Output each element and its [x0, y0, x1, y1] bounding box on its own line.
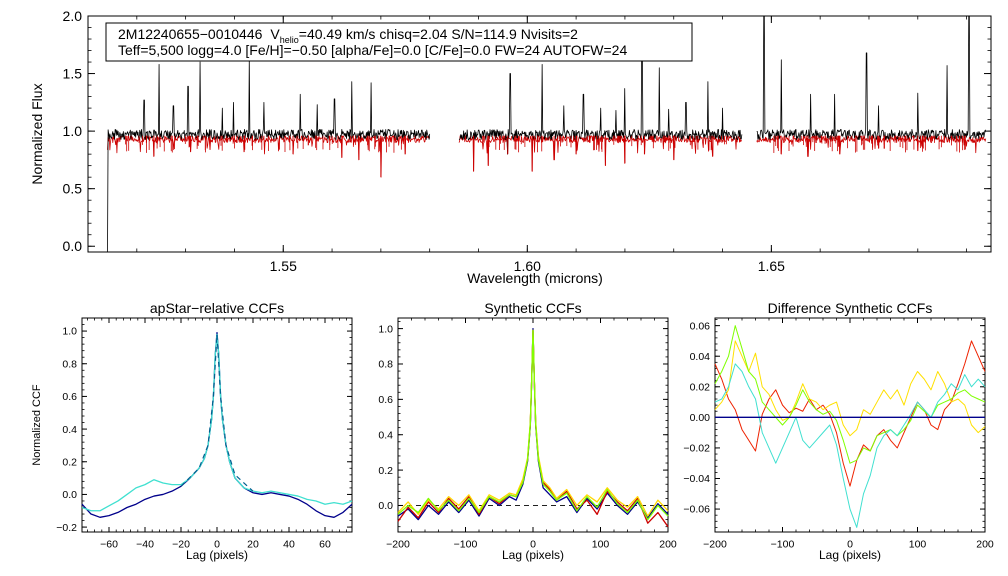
spectrum-x-label: Wavelength (microns): [467, 270, 603, 286]
y-tick-label: −0.04: [683, 473, 710, 485]
y-tick-label: 0.8: [62, 358, 77, 370]
apstar-ccf-ticks: −60 −40 −20 0 20 40 60 −0.2 0.0 0.2 0.4 0.6 0.8 1.0: [56, 318, 352, 551]
y-tick-label: 0.2: [378, 465, 393, 477]
x-tick-label: 1.65: [758, 258, 785, 274]
y-tick-label: −0.06: [683, 504, 710, 516]
x-tick-label: 1.55: [270, 258, 297, 274]
x-tick-label: 200: [659, 539, 677, 551]
annotation-star-id: 2M12240655−0010446: [118, 26, 263, 42]
y-tick-label: 0.02: [690, 381, 711, 393]
annotation-v-label: V: [270, 26, 280, 42]
y-tick-label: 0.6: [62, 391, 77, 403]
y-tick-label: 0.00: [690, 412, 711, 424]
y-tick-label: 0.4: [62, 424, 77, 436]
y-tick-label: 1.0: [63, 123, 83, 139]
annotation-line-1: 2M12240655−0010446 Vhelio=40.49 km/s chis…: [118, 26, 578, 45]
difference-series-visit-4: [714, 363, 986, 528]
synthetic-ccf-ticks: −200 −100 0 100 200 0.0 0.2 0.4 0.6 0.8 1.0: [378, 318, 677, 551]
difference-ccf-series: [714, 325, 986, 528]
difference-series-visit-3: [714, 325, 986, 464]
spectrum-panel: 1.55 1.60 1.65 0.0 0.5 1.0 1.5 2.0 Wavelength (…: [29, 8, 992, 286]
y-tick-label: 0.06: [690, 320, 711, 332]
synthetic-ccf-x-label: Lag (pixels): [502, 548, 564, 562]
y-tick-label: −0.02: [683, 443, 710, 455]
y-tick-label: 0.5: [63, 181, 83, 197]
difference-ccf-title: Difference Synthetic CCFs: [768, 300, 933, 316]
difference-ccf-ticks: −200 −100 0 100 200 −0.06 −0.04 −0.02 0.00 0.02 0.…: [683, 318, 994, 551]
y-tick-label: 2.0: [63, 8, 83, 24]
observed-spectrum-chip-2: [458, 40, 743, 155]
spectrum-plot-area: 1.55 1.60 1.65 0.0 0.5 1.0 1.5 2.0: [63, 8, 992, 274]
difference-series-visit-1: [714, 340, 986, 487]
synthetic-ccf-series: [397, 327, 669, 528]
x-tick-label: 0: [530, 539, 536, 551]
apstar-ccf-title: apStar−relative CCFs: [150, 300, 284, 316]
synthetic-spectrum-chip-2: [458, 135, 743, 172]
apstar-ccf-panel: apStar−relative CCFs −60 −40 −20 0 20 40 60 −0.…: [31, 300, 353, 562]
y-tick-label: 0.0: [62, 489, 77, 501]
y-tick-label: 0.6: [378, 394, 393, 406]
apstar-ccf-y-label: Normalized CCF: [31, 384, 43, 466]
ccf-series-visit-1: [81, 332, 353, 518]
ccf-series-visit-2: [81, 333, 353, 512]
x-tick-label: 60: [319, 539, 331, 551]
spectrum-annotation-box: 2M12240655−0010446 Vhelio=40.49 km/s chis…: [105, 22, 693, 62]
annotation-v-subscript: helio: [280, 35, 299, 45]
y-tick-label: 1.5: [63, 65, 83, 81]
ccf-series-combined: [397, 327, 669, 521]
x-tick-label: −100: [771, 539, 795, 551]
x-tick-label: 100: [592, 539, 610, 551]
y-tick-label: 1.0: [62, 326, 77, 338]
x-tick-label: 100: [909, 539, 927, 551]
y-tick-label: 1.0: [378, 323, 393, 335]
spectrum-ticks: 1.55 1.60 1.65 0.0 0.5 1.0 1.5 2.0: [63, 8, 991, 274]
x-tick-label: 1.60: [514, 258, 541, 274]
apstar-ccf-series: [81, 332, 353, 518]
x-tick-label: −200: [703, 539, 727, 551]
y-tick-label: 0.4: [378, 429, 393, 441]
y-tick-label: 0.8: [378, 359, 393, 371]
y-tick-label: 0.04: [690, 351, 711, 363]
x-tick-label: 0: [214, 539, 220, 551]
x-tick-label: 40: [283, 539, 295, 551]
y-tick-label: 0.0: [378, 500, 393, 512]
x-tick-label: −20: [172, 539, 190, 551]
spectrum-frame: [87, 15, 992, 253]
difference-ccf-panel: Difference Synthetic CCFs −200 −100 0 100 20…: [683, 300, 993, 562]
synthetic-ccf-title: Synthetic CCFs: [484, 300, 581, 316]
annotation-frame: [105, 22, 693, 62]
difference-ccf-x-label: Lag (pixels): [819, 548, 881, 562]
x-tick-label: 200: [976, 539, 994, 551]
spectrum-y-label: Normalized Flux: [29, 83, 45, 184]
difference-series-visit-2: [714, 340, 986, 437]
annotation-v-value: =40.49 km/s chisq=2.04 S/N=114.9 Nvisits…: [299, 26, 578, 42]
x-tick-label: −60: [100, 539, 118, 551]
x-tick-label: 20: [247, 539, 259, 551]
annotation-line-2: Teff=5,500 logg=4.0 [Fe/H]=−0.50 [alpha/…: [118, 42, 627, 58]
ccf-series-visit-3: [397, 329, 669, 521]
y-tick-label: −0.2: [56, 522, 77, 534]
spectrum-series: [107, 15, 987, 253]
y-tick-label: 0.0: [63, 238, 83, 254]
x-tick-label: 0: [847, 539, 853, 551]
x-tick-label: −100: [454, 539, 478, 551]
synthetic-ccf-panel: Synthetic CCFs −200 −100 0 100 200 0.0 0.2 0.4 0…: [378, 300, 677, 562]
apstar-ccf-x-label: Lag (pixels): [186, 548, 248, 562]
y-tick-label: 0.2: [62, 456, 77, 468]
x-tick-label: −200: [386, 539, 410, 551]
x-tick-label: −40: [136, 539, 154, 551]
